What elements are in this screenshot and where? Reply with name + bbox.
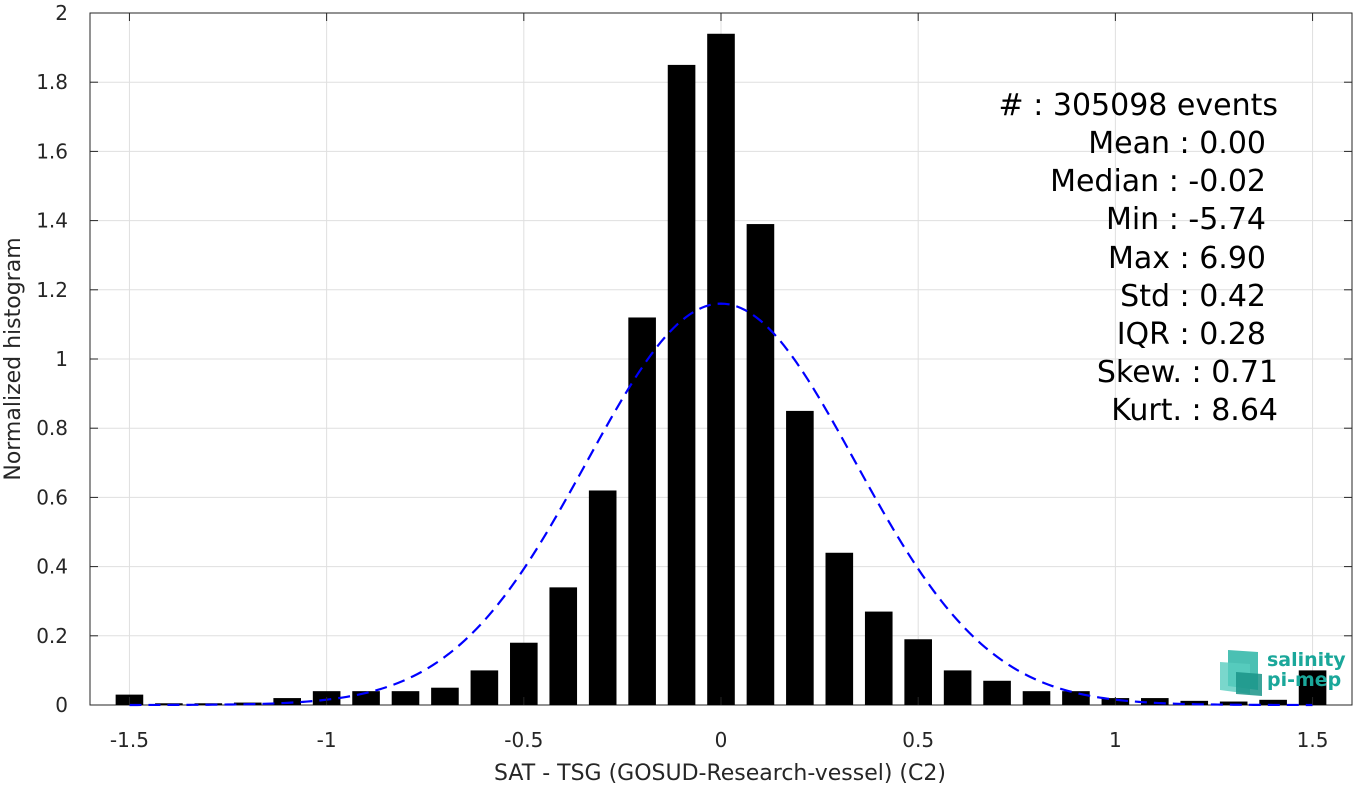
histogram-bar [431, 687, 459, 705]
histogram-bar [470, 670, 499, 705]
y-tick-label: 1.6 [36, 139, 68, 163]
histogram-bar [904, 639, 932, 705]
y-tick-label: 0.8 [36, 416, 68, 440]
histogram-bar [943, 670, 972, 705]
histogram-bar [588, 490, 617, 705]
y-axis-label: Normalized histogram [1, 237, 26, 480]
histogram-bar [746, 224, 775, 705]
y-tick-label: 1.8 [36, 70, 68, 94]
x-axis-label: SAT - TSG (GOSUD-Research-vessel) (C2) [494, 761, 946, 785]
stat-iqr: IQR : 0.28 [1117, 317, 1266, 352]
histogram-bar [510, 642, 538, 705]
stat-events: # : 305098 events [999, 88, 1278, 123]
stat-mean: Mean : 0.00 [1088, 126, 1266, 161]
x-tick-label: -1 [317, 728, 337, 752]
statistics-annotation: # : 305098 events Mean : 0.00 Median : -… [999, 88, 1278, 428]
histogram-bar [1219, 701, 1248, 705]
histogram-bar [549, 587, 578, 705]
y-tick-label: 0 [55, 693, 68, 717]
histogram-bar [667, 64, 696, 705]
x-tick-label: 1 [1109, 728, 1122, 752]
histogram-bar [786, 410, 814, 705]
y-tick-label: 1.4 [36, 209, 68, 233]
x-tick-label: -0.5 [504, 728, 543, 752]
histogram-bar [864, 611, 893, 705]
histogram-bars [115, 33, 1327, 705]
histogram-bar [1180, 700, 1209, 705]
histogram-bar [1062, 691, 1090, 705]
stat-max: Max : 6.90 [1108, 241, 1266, 276]
histogram-bar [825, 552, 854, 705]
histogram-bar [707, 33, 735, 705]
histogram-bar [628, 317, 656, 705]
x-tick-label: 0.5 [902, 728, 934, 752]
y-axis-ticks: 0 0.2 0.4 0.6 0.8 1 1.2 1.4 1.6 1.8 2 [36, 1, 1352, 717]
x-axis-ticks: -1.5 -1 -0.5 0 0.5 1 1.5 [110, 13, 1329, 752]
x-tick-label: 0 [715, 728, 728, 752]
stat-skewness: Skew. : 0.71 [1097, 355, 1278, 390]
x-tick-label: 1.5 [1297, 728, 1329, 752]
logo-text-pi-mep: pi-mep [1267, 669, 1341, 691]
stat-std: Std : 0.42 [1120, 279, 1266, 314]
y-tick-label: 0.4 [36, 555, 68, 579]
y-tick-label: 0.6 [36, 485, 68, 509]
histogram-bar [1259, 699, 1287, 705]
stat-kurtosis: Kurt. : 8.64 [1111, 393, 1278, 428]
salinity-pi-mep-logo: salinity pi-mep [1220, 649, 1346, 696]
y-tick-label: 1.2 [36, 278, 68, 302]
x-tick-label: -1.5 [110, 728, 149, 752]
histogram-bar [273, 698, 301, 705]
histogram-bar [1141, 698, 1169, 705]
histogram-bar [391, 691, 420, 705]
y-tick-label: 0.2 [36, 624, 68, 648]
y-tick-label: 1 [55, 347, 68, 371]
histogram-bar [1022, 691, 1051, 705]
stat-min: Min : -5.74 [1106, 202, 1266, 237]
stat-median: Median : -0.02 [1050, 164, 1266, 199]
logo-text-salinity: salinity [1267, 649, 1346, 671]
y-tick-label: 2 [55, 1, 68, 25]
histogram-bar [983, 680, 1011, 705]
logo-emblem-icon [1220, 650, 1262, 696]
